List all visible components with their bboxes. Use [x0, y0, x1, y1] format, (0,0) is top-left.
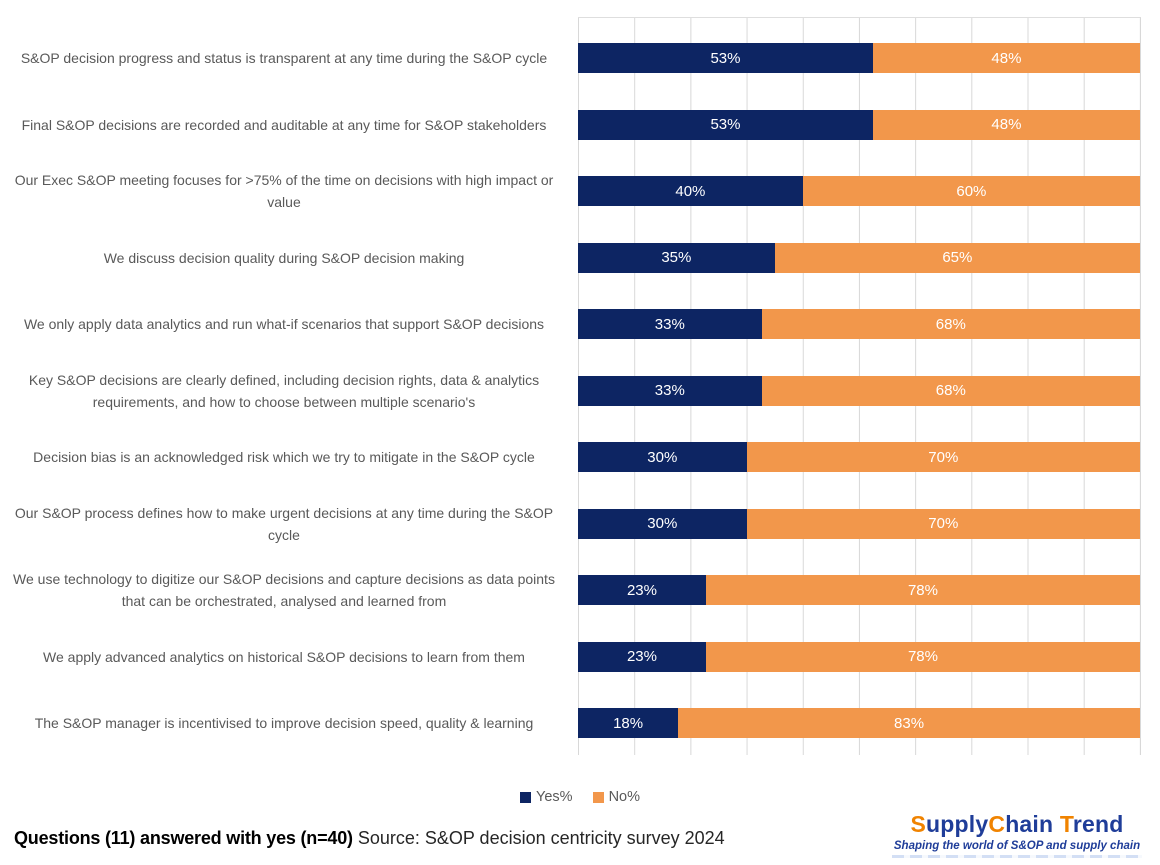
legend-item-no: No%	[592, 789, 640, 805]
logo-tagline: Shaping the world of S&OP and supply cha…	[893, 840, 1141, 852]
bar-value-label-no: 48%	[991, 49, 1022, 67]
bar-segment-yes: 53%	[578, 109, 873, 140]
category-label: The S&OP manager is incentivised to impr…	[34, 715, 534, 732]
chart-row: Final S&OP decisions are recorded and au…	[0, 92, 1140, 159]
chart-row: Our S&OP process defines how to make urg…	[0, 491, 1140, 558]
bar-segment-no: 68%	[761, 375, 1140, 406]
bar-segment-no: 70%	[746, 508, 1140, 539]
chart-row: Decision bias is an acknowledged risk wh…	[0, 424, 1140, 491]
bar-segment-no: 70%	[746, 442, 1140, 473]
bar-segment-yes: 23%	[578, 575, 706, 606]
chart-legend: Yes% No%	[0, 789, 1160, 805]
bar-value-label-no: 83%	[894, 714, 925, 732]
bar-track: 23% 78%	[578, 575, 1140, 606]
category-label: Final S&OP decisions are recorded and au…	[21, 116, 547, 133]
chart-row: S&OP decision progress and status is tra…	[0, 25, 1140, 92]
category-label: Key S&OP decisions are clearly defined, …	[28, 371, 540, 410]
category-label: Our S&OP process defines how to make urg…	[14, 504, 554, 543]
bar-value-label-no: 70%	[928, 515, 959, 533]
chart-row: We only apply data analytics and run wha…	[0, 291, 1140, 358]
bar-segment-no: 48%	[872, 43, 1140, 74]
bar-value-label-no: 65%	[942, 249, 973, 267]
bar-value-label-no: 78%	[907, 648, 938, 666]
chart-rows: S&OP decision progress and status is tra…	[0, 25, 1140, 757]
bar-track: 53% 48%	[578, 43, 1140, 74]
bar-segment-no: 78%	[705, 575, 1140, 606]
bar-value-label-no: 68%	[935, 382, 966, 400]
bar-segment-yes: 53%	[578, 43, 873, 74]
caption-source: Source: S&OP decision centricity survey …	[352, 828, 725, 848]
category-label: Our Exec S&OP meeting focuses for >75% o…	[14, 172, 554, 211]
bar-segment-yes: 18%	[578, 708, 679, 739]
bar-value-label-yes: 33%	[654, 315, 685, 333]
bar-value-label-no: 60%	[956, 182, 987, 200]
bar-segment-no: 78%	[705, 641, 1140, 672]
chart-row: The S&OP manager is incentivised to impr…	[0, 690, 1140, 757]
bar-segment-no: 83%	[678, 708, 1140, 739]
category-label: We use technology to digitize our S&OP d…	[13, 571, 555, 610]
bar-segment-yes: 40%	[578, 176, 803, 207]
supplychain-trend-logo: SupplyChain Trend Shaping the world of S…	[892, 811, 1142, 858]
bar-track: 18% 83%	[578, 708, 1140, 739]
bar-segment-yes: 33%	[578, 309, 762, 340]
bar-value-label-yes: 35%	[661, 249, 692, 267]
category-label: S&OP decision progress and status is tra…	[20, 50, 548, 67]
logo-title: SupplyChain Trend	[892, 811, 1142, 838]
logo-title-segment: rend	[1072, 811, 1124, 837]
bar-track: 30% 70%	[578, 442, 1140, 473]
bar-value-label-yes: 23%	[626, 581, 657, 599]
legend-item-yes: Yes%	[520, 789, 573, 805]
chart-row: We discuss decision quality during S&OP …	[0, 225, 1140, 292]
chart-caption: Questions (11) answered with yes (n=40) …	[14, 828, 725, 849]
bar-segment-no: 65%	[774, 242, 1140, 273]
bar-value-label-no: 78%	[907, 581, 938, 599]
logo-title-segment: T	[1053, 811, 1073, 837]
chart-row: Key S&OP decisions are clearly defined, …	[0, 358, 1140, 425]
bar-value-label-yes: 40%	[675, 182, 706, 200]
bar-segment-yes: 23%	[578, 641, 706, 672]
bar-segment-yes: 30%	[578, 442, 747, 473]
legend-swatch-yes-icon	[520, 791, 531, 803]
bar-track: 30% 70%	[578, 508, 1140, 539]
bar-value-label-yes: 33%	[654, 382, 685, 400]
logo-title-segment: hain	[1005, 811, 1054, 837]
bar-track: 33% 68%	[578, 309, 1140, 340]
bar-segment-yes: 30%	[578, 508, 747, 539]
logo-underline	[892, 855, 1142, 858]
bar-segment-no: 48%	[872, 109, 1140, 140]
legend-label-yes: Yes%	[536, 789, 573, 805]
bar-track: 53% 48%	[578, 109, 1140, 140]
category-label: Decision bias is an acknowledged risk wh…	[33, 449, 535, 466]
bar-segment-yes: 33%	[578, 375, 762, 406]
bar-value-label-yes: 30%	[647, 515, 678, 533]
bar-value-label-yes: 18%	[613, 714, 644, 732]
bar-segment-no: 68%	[761, 309, 1140, 340]
chart-row: We use technology to digitize our S&OP d…	[0, 557, 1140, 624]
bar-track: 35% 65%	[578, 242, 1140, 273]
bar-segment-yes: 35%	[578, 242, 775, 273]
chart-row: Our Exec S&OP meeting focuses for >75% o…	[0, 158, 1140, 225]
legend-swatch-no-icon	[592, 791, 604, 803]
bar-value-label-yes: 53%	[710, 116, 741, 134]
caption-title: Questions (11) answered with yes (n=40)	[14, 828, 353, 848]
category-label: We discuss decision quality during S&OP …	[103, 249, 465, 266]
bar-value-label-yes: 53%	[710, 49, 741, 67]
bar-value-label-yes: 30%	[647, 448, 678, 466]
chart-row: We apply advanced analytics on historica…	[0, 624, 1140, 691]
logo-title-segment: upply	[926, 811, 989, 837]
bar-value-label-no: 48%	[991, 116, 1022, 134]
category-label: We only apply data analytics and run wha…	[23, 316, 545, 333]
bar-segment-no: 60%	[802, 176, 1140, 207]
bar-track: 23% 78%	[578, 641, 1140, 672]
bar-value-label-no: 68%	[935, 315, 966, 333]
logo-title-segment: S	[910, 811, 927, 837]
bar-value-label-yes: 23%	[626, 648, 657, 666]
logo-title-segment: C	[988, 811, 1006, 837]
bar-value-label-no: 70%	[928, 448, 959, 466]
bar-track: 40% 60%	[578, 176, 1140, 207]
bar-track: 33% 68%	[578, 375, 1140, 406]
category-label: We apply advanced analytics on historica…	[43, 648, 525, 665]
legend-label-no: No%	[608, 789, 640, 805]
